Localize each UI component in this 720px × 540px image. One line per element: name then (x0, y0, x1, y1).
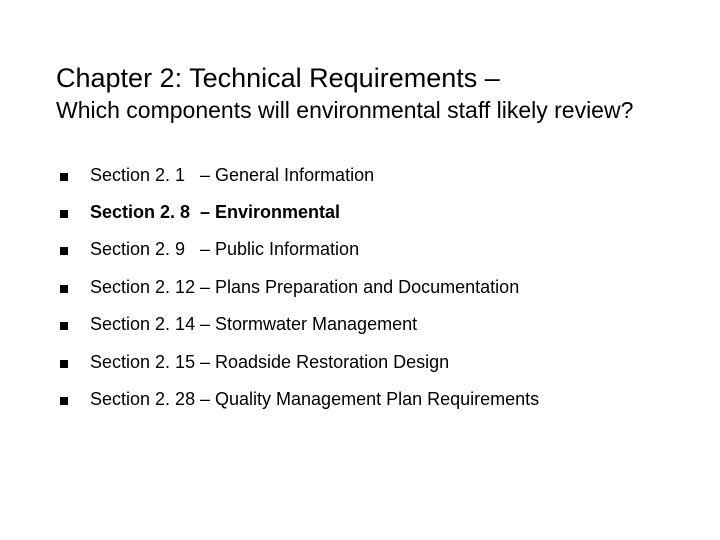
title-line-1: Chapter 2: Technical Requirements – (56, 62, 664, 96)
square-bullet-icon (60, 210, 68, 218)
section-description: – Quality Management Plan Requirements (200, 388, 539, 411)
square-bullet-icon (60, 285, 68, 293)
list-item: Section 2. 15– Roadside Restoration Desi… (60, 351, 664, 374)
section-description: – Environmental (200, 201, 340, 224)
square-bullet-icon (60, 397, 68, 405)
list-item: Section 2. 1– General Information (60, 164, 664, 187)
slide-title: Chapter 2: Technical Requirements – Whic… (56, 62, 664, 126)
square-bullet-icon (60, 247, 68, 255)
section-number: Section 2. 12 (90, 276, 200, 299)
section-number: Section 2. 8 (90, 201, 200, 224)
section-number: Section 2. 9 (90, 238, 200, 261)
section-number: Section 2. 28 (90, 388, 200, 411)
list-item: Section 2. 14– Stormwater Management (60, 313, 664, 336)
section-description: – Stormwater Management (200, 313, 417, 336)
section-description: – Public Information (200, 238, 359, 261)
list-item: Section 2. 9– Public Information (60, 238, 664, 261)
list-item: Section 2. 28– Quality Management Plan R… (60, 388, 664, 411)
title-line-2: Which components will environmental staf… (56, 96, 664, 126)
section-number: Section 2. 14 (90, 313, 200, 336)
section-description: – General Information (200, 164, 374, 187)
square-bullet-icon (60, 173, 68, 181)
section-list: Section 2. 1– General InformationSection… (60, 164, 664, 412)
section-description: – Plans Preparation and Documentation (200, 276, 519, 299)
square-bullet-icon (60, 322, 68, 330)
section-number: Section 2. 15 (90, 351, 200, 374)
list-item: Section 2. 12– Plans Preparation and Doc… (60, 276, 664, 299)
section-description: – Roadside Restoration Design (200, 351, 449, 374)
square-bullet-icon (60, 360, 68, 368)
section-number: Section 2. 1 (90, 164, 200, 187)
list-item: Section 2. 8– Environmental (60, 201, 664, 224)
